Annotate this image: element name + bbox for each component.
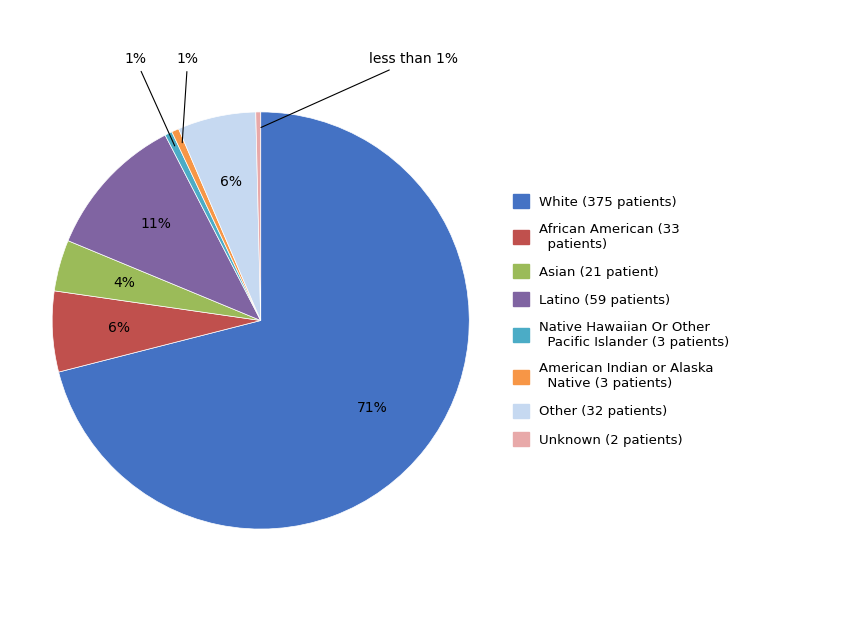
Wedge shape	[256, 112, 261, 320]
Wedge shape	[165, 132, 261, 320]
Wedge shape	[68, 135, 261, 320]
Text: 6%: 6%	[108, 321, 130, 335]
Text: 1%: 1%	[177, 52, 198, 143]
Text: 71%: 71%	[357, 401, 388, 415]
Wedge shape	[172, 129, 261, 320]
Wedge shape	[52, 291, 261, 372]
Text: 11%: 11%	[141, 217, 172, 231]
Legend: White (375 patients), African American (33
  patients), Asian (21 patient), Lati: White (375 patients), African American (…	[513, 194, 730, 447]
Wedge shape	[59, 112, 469, 529]
Text: less than 1%: less than 1%	[261, 52, 458, 128]
Wedge shape	[178, 112, 261, 320]
Text: 4%: 4%	[113, 276, 135, 290]
Wedge shape	[55, 240, 261, 320]
Text: 6%: 6%	[220, 175, 241, 189]
Text: 1%: 1%	[124, 52, 175, 146]
